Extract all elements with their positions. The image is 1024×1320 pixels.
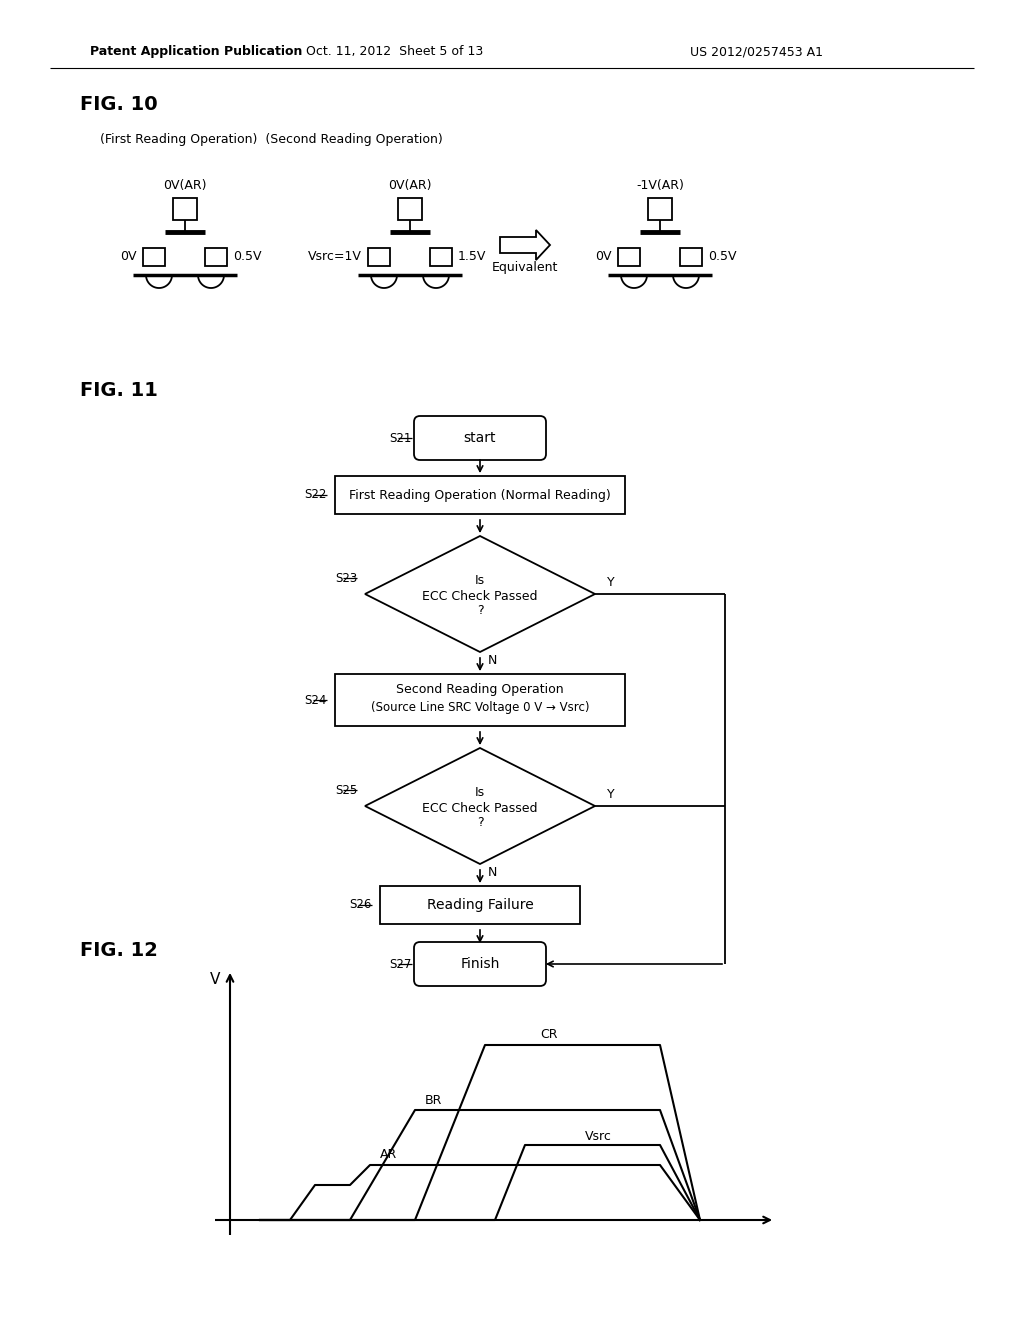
Text: S24: S24 (304, 693, 327, 706)
FancyBboxPatch shape (414, 416, 546, 459)
Text: Second Reading Operation: Second Reading Operation (396, 684, 564, 697)
Text: S27: S27 (389, 957, 412, 970)
Text: S23: S23 (335, 572, 357, 585)
Bar (368, 248, 390, 267)
Polygon shape (500, 230, 550, 260)
Text: Y: Y (607, 788, 614, 800)
Text: -1V(AR): -1V(AR) (636, 180, 684, 193)
Text: V: V (210, 973, 220, 987)
Text: Vsrc=1V: Vsrc=1V (308, 251, 362, 264)
Text: FIG. 12: FIG. 12 (80, 940, 158, 960)
Bar (335, 477, 625, 513)
Bar (398, 198, 422, 220)
Text: ?: ? (477, 817, 483, 829)
Text: US 2012/0257453 A1: US 2012/0257453 A1 (690, 45, 823, 58)
Text: (Source Line SRC Voltage 0 V → Vsrc): (Source Line SRC Voltage 0 V → Vsrc) (371, 701, 589, 714)
Bar (680, 248, 702, 267)
Polygon shape (365, 748, 595, 865)
Text: Is: Is (475, 573, 485, 586)
Text: 0V(AR): 0V(AR) (163, 180, 207, 193)
Text: First Reading Operation (Normal Reading): First Reading Operation (Normal Reading) (349, 488, 611, 502)
Text: Reading Failure: Reading Failure (427, 898, 534, 912)
Text: S26: S26 (349, 899, 372, 912)
Bar (380, 886, 580, 924)
Text: Y: Y (607, 576, 614, 589)
FancyBboxPatch shape (414, 942, 546, 986)
Text: 0.5V: 0.5V (708, 251, 736, 264)
Text: S21: S21 (389, 432, 412, 445)
Text: Finish: Finish (461, 957, 500, 972)
Text: Equivalent: Equivalent (492, 260, 558, 273)
Text: FIG. 10: FIG. 10 (80, 95, 158, 115)
Text: start: start (464, 432, 497, 445)
Text: 0V: 0V (121, 251, 137, 264)
Text: N: N (488, 866, 498, 879)
Text: (First Reading Operation)  (Second Reading Operation): (First Reading Operation) (Second Readin… (100, 133, 442, 147)
Text: ECC Check Passed: ECC Check Passed (422, 590, 538, 602)
Text: Oct. 11, 2012  Sheet 5 of 13: Oct. 11, 2012 Sheet 5 of 13 (306, 45, 483, 58)
Text: Vsrc: Vsrc (585, 1130, 612, 1143)
Text: CR: CR (540, 1028, 557, 1041)
Polygon shape (365, 536, 595, 652)
Bar (618, 248, 640, 267)
Text: 0.5V: 0.5V (233, 251, 261, 264)
Text: 0V: 0V (596, 251, 612, 264)
Text: BR: BR (425, 1093, 442, 1106)
Text: FIG. 11: FIG. 11 (80, 380, 158, 400)
Text: S25: S25 (335, 784, 357, 796)
Bar (430, 248, 452, 267)
Text: Is: Is (475, 785, 485, 799)
Text: Patent Application Publication: Patent Application Publication (90, 45, 302, 58)
Bar (335, 675, 625, 726)
Text: 1.5V: 1.5V (458, 251, 486, 264)
Bar (648, 198, 672, 220)
Text: S22: S22 (304, 488, 327, 502)
Text: ?: ? (477, 605, 483, 618)
Bar (205, 248, 227, 267)
Text: AR: AR (380, 1148, 397, 1162)
Bar (143, 248, 165, 267)
Text: 0V(AR): 0V(AR) (388, 180, 432, 193)
Text: ECC Check Passed: ECC Check Passed (422, 801, 538, 814)
Bar (173, 198, 197, 220)
Text: N: N (488, 653, 498, 667)
